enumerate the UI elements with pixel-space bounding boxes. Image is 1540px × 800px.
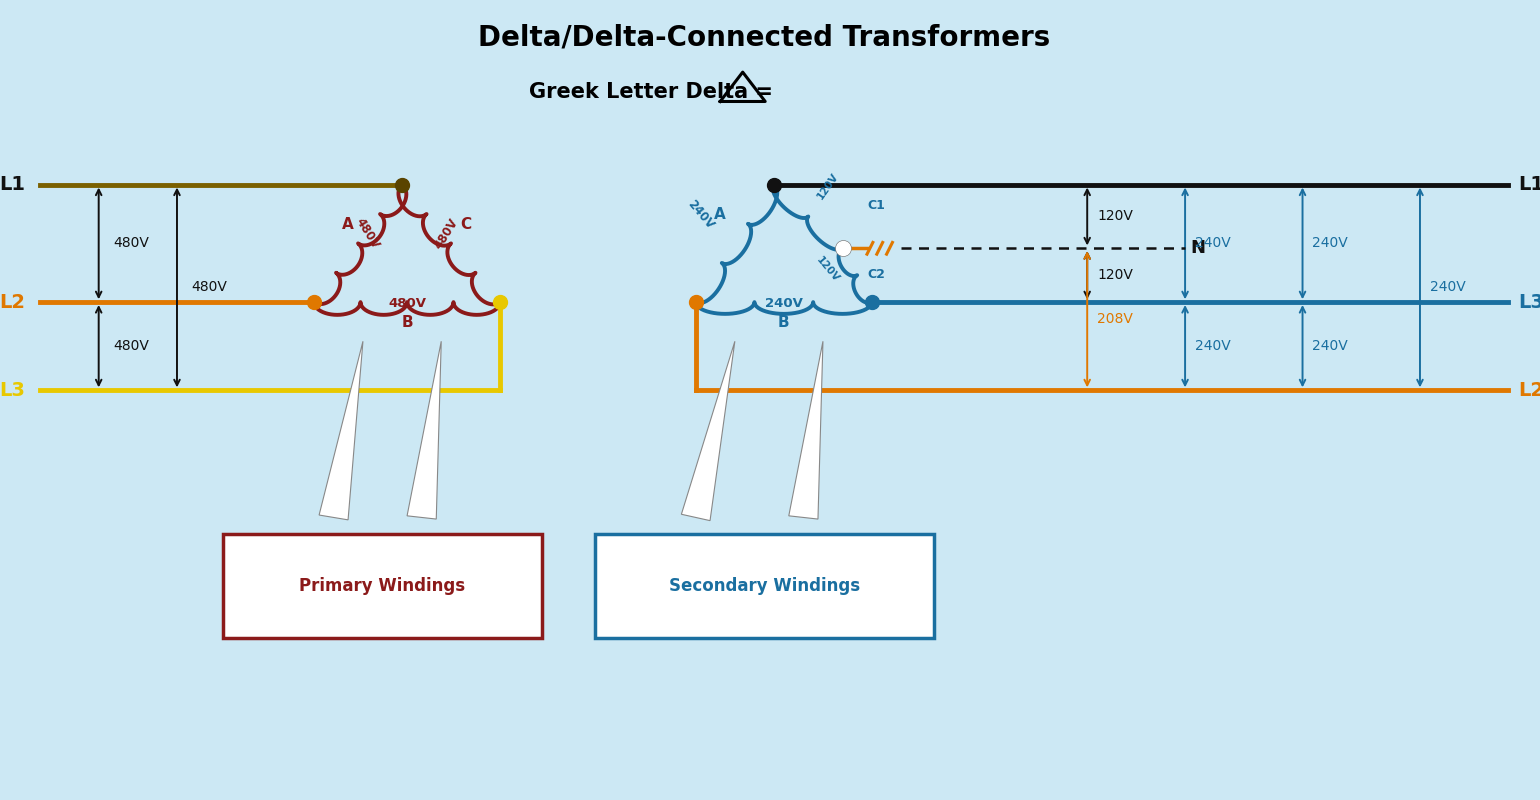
Text: 240V: 240V xyxy=(1195,237,1230,250)
Text: Delta/Delta-Connected Transformers: Delta/Delta-Connected Transformers xyxy=(477,24,1050,52)
Text: 480V: 480V xyxy=(431,216,460,251)
Polygon shape xyxy=(319,342,363,520)
Text: L2: L2 xyxy=(1518,381,1540,400)
FancyBboxPatch shape xyxy=(594,534,933,638)
Polygon shape xyxy=(407,342,442,519)
Polygon shape xyxy=(681,342,735,521)
Text: 240V: 240V xyxy=(1312,237,1348,250)
Text: 240V: 240V xyxy=(1195,339,1230,353)
Text: Primary Windings: Primary Windings xyxy=(299,577,465,595)
Text: A: A xyxy=(342,217,354,232)
Text: 240V: 240V xyxy=(1429,281,1466,294)
Text: B: B xyxy=(402,314,413,330)
Text: Secondary Windings: Secondary Windings xyxy=(668,577,859,595)
Text: 120V: 120V xyxy=(1096,268,1133,282)
Text: 120V: 120V xyxy=(1096,210,1133,223)
Text: 240V: 240V xyxy=(685,198,716,232)
Text: L1: L1 xyxy=(1518,175,1540,194)
Text: 208V: 208V xyxy=(1096,312,1133,326)
Text: L3: L3 xyxy=(0,381,25,400)
Text: N: N xyxy=(1190,239,1204,258)
Text: 480V: 480V xyxy=(114,237,149,250)
Text: 480V: 480V xyxy=(353,216,382,251)
Text: C1: C1 xyxy=(867,199,885,212)
Polygon shape xyxy=(788,342,822,519)
Text: A: A xyxy=(715,207,725,222)
Text: 120V: 120V xyxy=(815,171,841,202)
Text: L1: L1 xyxy=(0,175,25,194)
Text: L2: L2 xyxy=(0,293,25,312)
Text: Greek Letter Delta =: Greek Letter Delta = xyxy=(530,82,781,102)
Text: C: C xyxy=(460,217,471,232)
Text: 480V: 480V xyxy=(388,297,427,310)
Text: C2: C2 xyxy=(867,268,885,281)
Text: 480V: 480V xyxy=(191,281,228,294)
Text: L3: L3 xyxy=(1518,293,1540,312)
Text: 120V: 120V xyxy=(815,255,841,285)
Text: 480V: 480V xyxy=(114,339,149,353)
FancyBboxPatch shape xyxy=(223,534,542,638)
Text: 240V: 240V xyxy=(1312,339,1348,353)
Text: 240V: 240V xyxy=(765,297,802,310)
Text: B: B xyxy=(778,314,790,330)
